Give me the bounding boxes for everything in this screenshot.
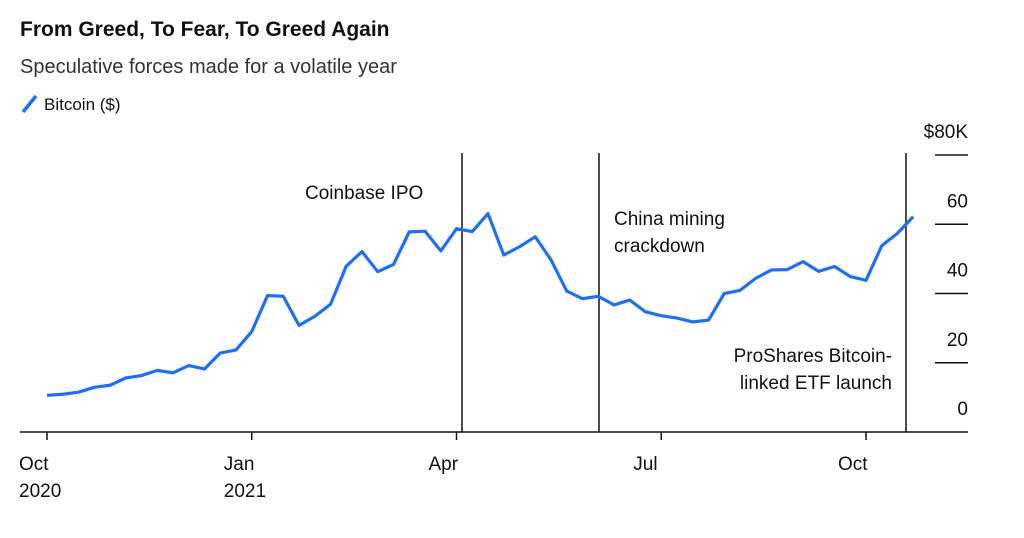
y-tick-label: $80K — [924, 122, 969, 143]
annotation: China mining crackdown — [614, 209, 725, 257]
legend-swatch — [21, 94, 38, 114]
legend-label: Bitcoin ($) — [44, 95, 121, 114]
y-tick-label: 40 — [947, 261, 968, 282]
y-tick-label: 0 — [957, 399, 968, 420]
x-tick-label: Jul — [633, 454, 658, 475]
chart-subtitle: Speculative forces made for a volatile y… — [20, 56, 397, 78]
chart-title: From Greed, To Fear, To Greed Again — [20, 18, 390, 41]
series-line — [46, 211, 915, 397]
annotation: ProShares Bitcoin-linked ETF launch — [733, 346, 892, 394]
annotation: Coinbase IPO — [305, 183, 424, 204]
y-tick-label: 60 — [947, 191, 968, 212]
x-tick-label: Oct 2020 — [19, 454, 62, 502]
x-tick-label: Jan 2021 — [223, 454, 267, 502]
x-tick-label: Oct — [838, 454, 868, 475]
y-tick-label: 20 — [947, 330, 968, 351]
x-tick-label: Apr — [428, 454, 459, 475]
